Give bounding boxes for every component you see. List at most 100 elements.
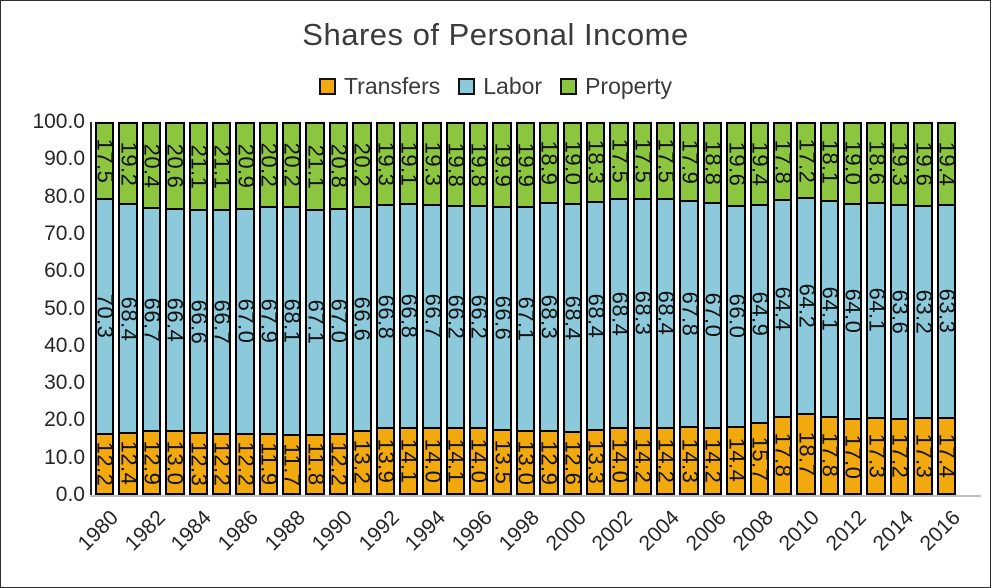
segment-transfers: 17.3 [911, 419, 936, 493]
data-label: 68.4 [653, 291, 679, 336]
segment-labor: 67.1 [513, 207, 538, 431]
segment-property: 19.1 [397, 124, 422, 204]
data-label: 66.6 [349, 296, 375, 342]
segment-transfers: 11.7 [280, 436, 305, 493]
legend-label-labor: Labor [483, 73, 543, 99]
data-label: 67.0 [232, 299, 258, 344]
segment-property: 18.6 [864, 124, 889, 202]
data-label: 66.6 [186, 299, 212, 345]
data-label: 20.2 [279, 142, 305, 188]
segment-labor: 68.4 [584, 202, 609, 430]
segment-labor: 67.0 [701, 204, 726, 427]
data-label: 19.1 [396, 141, 422, 186]
y-tick-label: 70.0 [44, 221, 85, 245]
segment-property: 19.6 [724, 124, 749, 205]
segment-labor: 66.6 [490, 207, 515, 429]
segment-transfers: 12.2 [93, 434, 118, 494]
segment-property: 19.6 [911, 124, 936, 205]
data-label: 17.2 [887, 433, 913, 479]
segment-property: 18.8 [701, 124, 726, 203]
data-label: 13.3 [583, 439, 609, 485]
bar-2003: 17.5 68.3 14.2 [630, 122, 656, 495]
segment-labor: 67.0 [233, 210, 258, 433]
data-label: 19.4 [747, 141, 773, 187]
bar-1986: 20.9 67.0 12.2 [232, 122, 258, 495]
segment-transfers: 14.1 [397, 428, 422, 493]
y-tick-label: 40.0 [44, 333, 85, 357]
segment-transfers: 13.0 [513, 432, 538, 493]
segment-labor: 67.0 [326, 210, 351, 433]
data-label: 14.0 [466, 438, 492, 484]
data-label: 64.2 [794, 283, 820, 329]
bar-2001: 18.3 68.4 13.3 [583, 122, 609, 495]
data-label: 66.2 [466, 294, 492, 340]
data-label: 15.7 [747, 436, 773, 481]
segment-transfers: 14.2 [630, 428, 655, 493]
data-label: 68.3 [630, 291, 656, 336]
data-label: 70.3 [92, 294, 118, 339]
segment-transfers: 17.4 [934, 419, 959, 493]
property-swatch-icon [560, 78, 578, 95]
data-label: 20.4 [139, 143, 165, 188]
segment-labor: 66.8 [397, 205, 422, 427]
y-tick-label: 80.0 [44, 184, 85, 208]
data-label: 68.3 [536, 295, 562, 340]
x-tick-label: 1988 [260, 506, 310, 556]
bar-1997: 19.9 66.6 13.5 [490, 122, 515, 495]
segment-labor: 68.3 [537, 204, 562, 431]
segment-transfers: 14.0 [420, 429, 445, 493]
segment-labor: 67.1 [303, 211, 328, 434]
segment-property: 20.4 [139, 124, 164, 207]
bar-1984: 21.1 66.6 12.3 [186, 122, 212, 495]
segment-property: 17.5 [607, 124, 632, 199]
bar-1994: 19.3 66.7 14.0 [419, 122, 445, 495]
bar-2004: 17.5 68.4 14.2 [653, 122, 679, 495]
x-tick-label: 1992 [354, 506, 404, 556]
y-axis-line [90, 122, 92, 497]
segment-labor: 64.0 [841, 204, 866, 419]
segment-property: 20.2 [350, 124, 375, 207]
transfers-swatch-icon [318, 78, 336, 95]
data-label: 18.3 [583, 139, 609, 185]
segment-labor: 66.4 [163, 209, 188, 431]
labor-swatch-icon [458, 78, 476, 95]
segment-transfers: 14.1 [443, 428, 468, 493]
segment-labor: 64.9 [747, 206, 772, 423]
segment-labor: 66.7 [420, 205, 445, 428]
bar-1985: 21.1 66.7 12.2 [210, 122, 235, 495]
y-tick-label: 100.0 [32, 110, 85, 133]
bar-2013: 18.6 64.1 17.3 [864, 122, 889, 495]
segment-labor: 66.0 [724, 206, 749, 426]
data-label: 21.1 [209, 144, 235, 189]
data-label: 66.8 [373, 294, 399, 339]
data-label: 14.0 [607, 438, 633, 484]
segment-property: 20.2 [280, 124, 305, 207]
data-label: 11.9 [256, 442, 282, 486]
data-label: 68.4 [116, 296, 142, 342]
segment-property: 19.3 [373, 124, 398, 204]
segment-labor: 64.1 [864, 203, 889, 418]
segment-transfers: 17.3 [864, 419, 889, 493]
bar-1995: 19.8 66.2 14.1 [443, 122, 468, 495]
segment-property: 17.5 [630, 124, 655, 199]
data-label: 14.2 [630, 438, 656, 484]
data-label: 20.8 [326, 143, 352, 189]
data-label: 19.0 [560, 140, 586, 186]
data-label: 63.3 [934, 289, 960, 334]
data-label: 17.5 [607, 138, 633, 184]
y-tick-label: 30.0 [44, 371, 85, 395]
x-tick-label: 1998 [494, 506, 544, 556]
segment-transfers: 18.7 [794, 415, 819, 493]
x-tick-label: 1990 [307, 506, 357, 556]
x-tick-label: 1986 [213, 506, 264, 556]
data-label: 19.3 [419, 141, 445, 187]
data-label: 12.2 [326, 441, 352, 487]
segment-labor: 68.4 [607, 200, 632, 428]
data-label: 68.4 [607, 291, 633, 337]
data-label: 20.9 [232, 143, 258, 189]
segment-property: 19.0 [560, 124, 585, 203]
segment-property: 21.1 [210, 124, 235, 210]
bar-2008: 19.4 64.9 15.7 [747, 122, 773, 495]
data-label: 64.0 [840, 289, 866, 334]
data-label: 67.0 [700, 292, 726, 338]
